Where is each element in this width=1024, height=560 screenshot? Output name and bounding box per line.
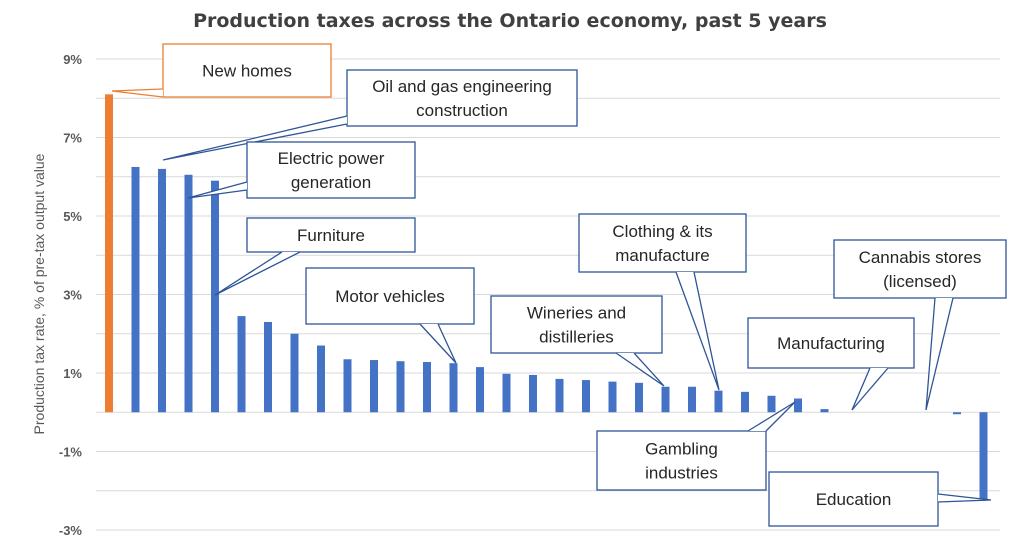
callout-label: distilleries	[539, 328, 614, 347]
callout: Gambling industries	[596, 401, 796, 491]
y-tick-label: 3%	[63, 288, 82, 303]
bar	[396, 361, 405, 413]
callout: Motor vehicles	[305, 267, 475, 364]
callout-box	[578, 213, 747, 273]
callout-box	[305, 267, 475, 325]
bar	[953, 412, 961, 415]
callout-box	[596, 430, 767, 491]
callout: Electric power generation	[187, 141, 416, 199]
y-tick-label: 9%	[63, 52, 82, 67]
callout-box	[346, 69, 578, 127]
bar	[290, 333, 299, 413]
bar	[423, 362, 431, 413]
chart-title: Production taxes across the Ontario econ…	[193, 10, 827, 32]
callout-label: Wineries and	[527, 304, 626, 323]
bar	[661, 386, 670, 413]
callout: Clothing & its manufacture	[578, 213, 747, 391]
callout-box	[490, 295, 663, 354]
callout-label: Oil and gas engineering	[372, 77, 552, 96]
callouts: New homes Oil and gas engineering construc…	[111, 43, 1007, 527]
callout-label: Motor vehicles	[335, 287, 445, 306]
callout-pointer	[187, 181, 248, 199]
callout: Manufacturing	[747, 317, 915, 411]
bar	[502, 373, 511, 413]
bar	[370, 360, 378, 413]
callout-label: Clothing & its	[612, 222, 712, 241]
y-tick-label: 5%	[63, 209, 82, 224]
callout-label: construction	[416, 101, 508, 120]
callout-label: Electric power	[278, 149, 385, 168]
callout-pointer	[419, 323, 457, 364]
bar	[714, 390, 723, 413]
callout-pointer	[675, 271, 720, 391]
y-axis-ticks: 9% 7% 5% 3% 1% -1% -3%	[59, 52, 83, 538]
callout: Cannabis stores (licensed)	[833, 239, 1007, 411]
callout: Oil and gas engineering construction	[162, 69, 578, 161]
y-tick-label: -1%	[59, 445, 83, 460]
bar	[979, 412, 988, 501]
callout-pointer	[615, 352, 665, 387]
bar	[237, 316, 246, 413]
callout-pointer	[937, 493, 992, 503]
callout-label: industries	[645, 464, 718, 483]
callout-box	[747, 317, 915, 369]
bar	[555, 378, 564, 413]
bar	[608, 381, 617, 413]
bar	[476, 367, 484, 413]
callout-box	[246, 141, 416, 199]
bar	[211, 180, 219, 413]
callout-label: manufacture	[615, 246, 710, 265]
callout-pointer	[925, 297, 954, 411]
callout-box	[833, 239, 1007, 299]
bar	[343, 359, 352, 413]
bar	[529, 374, 537, 413]
y-tick-label: -3%	[59, 523, 83, 538]
bar	[741, 391, 749, 413]
bar	[264, 321, 272, 413]
y-axis-label: Production tax rate, % of pre-tax output…	[31, 153, 47, 434]
callout: Wineries and distilleries	[490, 295, 665, 387]
callout: Education	[768, 471, 992, 527]
callout-box	[162, 43, 332, 98]
callout-label: Cannabis stores	[859, 248, 982, 267]
bar	[449, 363, 458, 413]
bar	[158, 168, 166, 413]
bar	[794, 398, 802, 413]
callout: New homes	[111, 43, 332, 98]
bar	[635, 382, 643, 413]
callout-box	[246, 217, 416, 253]
callout-label: Manufacturing	[777, 334, 885, 353]
callout-label: generation	[291, 173, 371, 192]
callout-pointer	[214, 251, 301, 296]
bar	[820, 409, 829, 413]
bar	[105, 94, 113, 413]
y-tick-label: 1%	[63, 366, 82, 381]
callout-pointer	[747, 401, 796, 432]
bar	[131, 166, 140, 413]
bar	[767, 395, 776, 413]
bar	[184, 174, 193, 413]
callout-label: New homes	[202, 62, 292, 81]
bar	[317, 345, 325, 413]
callout-pointer	[162, 115, 348, 161]
bar	[688, 386, 696, 413]
bar	[582, 380, 590, 413]
y-tick-label: 7%	[63, 131, 82, 146]
callout-label: Furniture	[297, 226, 365, 245]
callout-label: Gambling	[645, 440, 718, 459]
callout-label: (licensed)	[883, 272, 957, 291]
callout-label: Education	[816, 490, 892, 509]
bars	[105, 94, 988, 501]
callout: Furniture	[214, 217, 416, 296]
callout-pointer	[111, 88, 164, 98]
callout-pointer	[851, 367, 889, 411]
